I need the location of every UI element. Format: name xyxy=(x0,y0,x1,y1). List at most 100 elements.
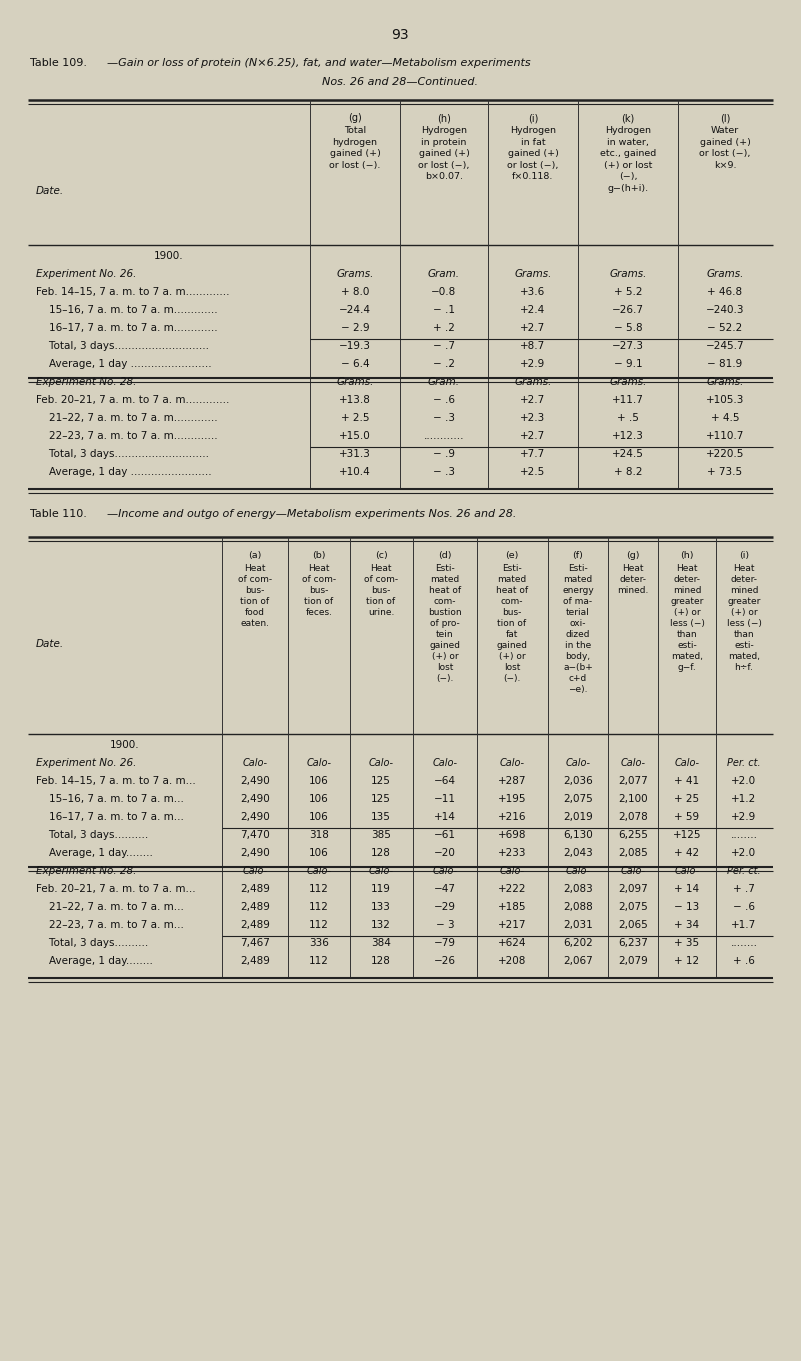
Text: +2.0: +2.0 xyxy=(731,848,757,857)
Text: −11: −11 xyxy=(434,793,456,804)
Text: in fat: in fat xyxy=(521,137,545,147)
Text: Date.: Date. xyxy=(36,186,64,196)
Text: Calo-: Calo- xyxy=(433,758,457,768)
Text: Heat: Heat xyxy=(244,563,266,573)
Text: − 6.4: − 6.4 xyxy=(340,359,369,369)
Text: Calo-: Calo- xyxy=(368,758,393,768)
Text: − .1: − .1 xyxy=(433,305,455,314)
Text: −29: −29 xyxy=(434,902,456,912)
Text: Calo-: Calo- xyxy=(307,758,332,768)
Text: − 5.8: − 5.8 xyxy=(614,323,642,333)
Text: com-: com- xyxy=(501,597,523,606)
Text: 385: 385 xyxy=(371,830,391,840)
Text: in the: in the xyxy=(565,641,591,651)
Text: −79: −79 xyxy=(434,938,456,949)
Text: −245.7: −245.7 xyxy=(706,342,744,351)
Text: 112: 112 xyxy=(309,920,329,930)
Text: Table 109.: Table 109. xyxy=(30,59,87,68)
Text: less (−): less (−) xyxy=(727,619,762,627)
Text: greater: greater xyxy=(727,597,761,606)
Text: Feb. 20–21, 7 a. m. to 7 a. m...: Feb. 20–21, 7 a. m. to 7 a. m... xyxy=(36,885,195,894)
Text: deter-: deter- xyxy=(674,574,701,584)
Text: lost: lost xyxy=(437,663,453,672)
Text: food: food xyxy=(245,608,265,617)
Text: −240.3: −240.3 xyxy=(706,305,744,314)
Text: 2,075: 2,075 xyxy=(563,793,593,804)
Text: Average, 1 day ........................: Average, 1 day ........................ xyxy=(36,359,211,369)
Text: c+d: c+d xyxy=(569,674,587,683)
Text: 2,019: 2,019 xyxy=(563,813,593,822)
Text: Average, 1 day........: Average, 1 day........ xyxy=(36,848,153,857)
Text: 6,130: 6,130 xyxy=(563,830,593,840)
Text: +216: +216 xyxy=(497,813,526,822)
Text: (−).: (−). xyxy=(503,674,521,683)
Text: mated,: mated, xyxy=(728,652,760,661)
Text: Average, 1 day........: Average, 1 day........ xyxy=(36,955,153,966)
Text: Experiment No. 26.: Experiment No. 26. xyxy=(36,269,136,279)
Text: of com-: of com- xyxy=(364,574,398,584)
Text: 2,490: 2,490 xyxy=(240,848,270,857)
Text: tion of: tion of xyxy=(366,597,396,606)
Text: oxi-: oxi- xyxy=(570,619,586,627)
Text: +217: +217 xyxy=(497,920,526,930)
Text: +105.3: +105.3 xyxy=(706,395,744,406)
Text: gained (+): gained (+) xyxy=(329,148,380,158)
Text: Esti-: Esti- xyxy=(502,563,522,573)
Text: 2,079: 2,079 xyxy=(618,955,648,966)
Text: + .6: + .6 xyxy=(733,955,755,966)
Text: +287: +287 xyxy=(497,776,526,787)
Text: (g): (g) xyxy=(348,113,362,122)
Text: Calo-: Calo- xyxy=(566,866,590,876)
Text: − 13: − 13 xyxy=(674,902,699,912)
Text: +1.2: +1.2 xyxy=(731,793,757,804)
Text: +10.4: +10.4 xyxy=(339,467,371,476)
Text: +220.5: +220.5 xyxy=(706,449,744,459)
Text: 16–17, 7 a. m. to 7 a. m...: 16–17, 7 a. m. to 7 a. m... xyxy=(36,813,184,822)
Text: 2,490: 2,490 xyxy=(240,793,270,804)
Text: Per. ct.: Per. ct. xyxy=(727,758,761,768)
Text: −19.3: −19.3 xyxy=(339,342,371,351)
Text: +222: +222 xyxy=(497,885,526,894)
Text: esti-: esti- xyxy=(735,641,754,651)
Text: 2,097: 2,097 xyxy=(618,885,648,894)
Text: (k): (k) xyxy=(622,113,634,122)
Text: 2,489: 2,489 xyxy=(240,920,270,930)
Text: +1.7: +1.7 xyxy=(731,920,757,930)
Text: − 3: − 3 xyxy=(436,920,454,930)
Text: 106: 106 xyxy=(309,793,329,804)
Text: Hydrogen: Hydrogen xyxy=(421,127,467,135)
Text: gained: gained xyxy=(429,641,461,651)
Text: Grams.: Grams. xyxy=(514,269,552,279)
Text: Heat: Heat xyxy=(308,563,330,573)
Text: 2,085: 2,085 xyxy=(618,848,648,857)
Text: Heat: Heat xyxy=(370,563,392,573)
Text: Total, 3 days............................: Total, 3 days...........................… xyxy=(36,342,209,351)
Text: − .7: − .7 xyxy=(433,342,455,351)
Text: −0.8: −0.8 xyxy=(432,287,457,297)
Text: − .6: − .6 xyxy=(433,395,455,406)
Text: heat of: heat of xyxy=(429,587,461,595)
Text: 2,489: 2,489 xyxy=(240,955,270,966)
Text: ............: ............ xyxy=(424,431,465,441)
Text: + 46.8: + 46.8 xyxy=(707,287,743,297)
Text: of ma-: of ma- xyxy=(563,597,593,606)
Text: +110.7: +110.7 xyxy=(706,431,744,441)
Text: (h): (h) xyxy=(680,551,694,559)
Text: eaten.: eaten. xyxy=(240,619,269,627)
Text: +11.7: +11.7 xyxy=(612,395,644,406)
Text: Calo-: Calo- xyxy=(368,866,393,876)
Text: (e): (e) xyxy=(505,551,519,559)
Text: g−(h+i).: g−(h+i). xyxy=(607,184,649,192)
Text: +31.3: +31.3 xyxy=(339,449,371,459)
Text: gained: gained xyxy=(497,641,528,651)
Text: Total, 3 days..........: Total, 3 days.......... xyxy=(36,830,148,840)
Text: 125: 125 xyxy=(371,793,391,804)
Text: Heat: Heat xyxy=(622,563,644,573)
Text: (f): (f) xyxy=(573,551,583,559)
Text: (g): (g) xyxy=(626,551,640,559)
Text: Heat: Heat xyxy=(733,563,755,573)
Text: than: than xyxy=(677,630,698,640)
Text: −27.3: −27.3 xyxy=(612,342,644,351)
Text: 2,031: 2,031 xyxy=(563,920,593,930)
Text: −20: −20 xyxy=(434,848,456,857)
